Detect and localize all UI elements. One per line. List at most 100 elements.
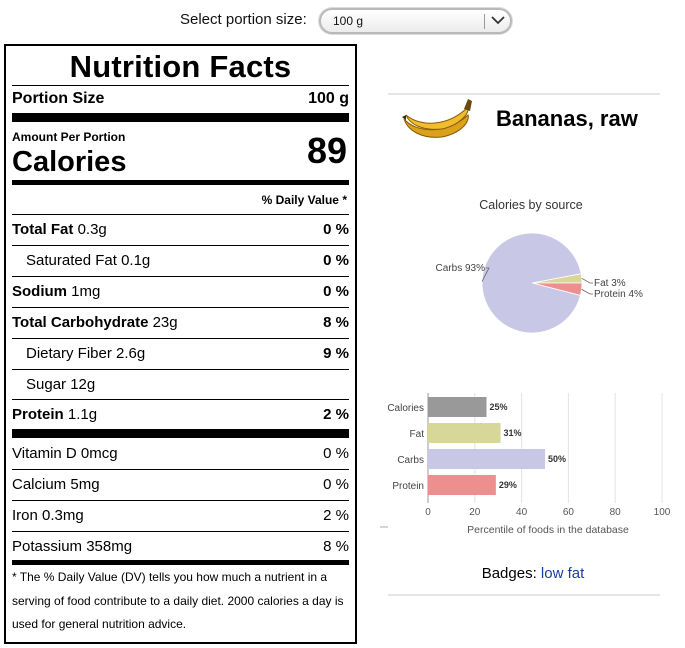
bar-value-label: 25% [490,402,508,412]
divider [12,469,349,470]
bar-x-tick-label: 0 [425,507,431,518]
divider [12,276,349,277]
vitamin-pct: 0 % [323,476,349,493]
pie-slices [481,232,583,334]
bar-category-label: Calories [387,403,424,414]
nutrient-name: Total Fat [12,221,74,238]
calories-label: Calories [12,146,127,178]
nutrient-pct: 0 % [323,221,349,238]
vitamin-row-iron: Iron 0.3mg 2 % [12,501,349,531]
bar-value-label: 50% [548,454,566,464]
nutrient-pct: 0 % [323,283,349,300]
bar-category-label: Protein [392,481,424,492]
bar-category-label: Fat [410,429,425,440]
medium-divider [12,560,349,565]
nutrient-name: Total Carbohydrate [12,314,149,331]
daily-value-header: % Daily Value * [261,193,347,207]
bar-x-tick-label: 60 [563,507,575,518]
nutrient-amount: 1mg [71,283,101,300]
banana-icon [402,99,472,138]
divider [12,338,349,339]
badge-low-fat-link[interactable]: low fat [540,565,585,582]
nutrient-row-saturated-fat: Saturated Fat 0.1g 0 % [12,246,349,276]
badges-line: Badges: low fat [388,565,678,582]
divider [12,245,349,246]
nutrient-amount: 1.1g [67,406,98,423]
panel-divider [388,93,660,95]
bar-x-tick-label: 80 [610,507,622,518]
vitamin-amount: 358mg [86,538,133,555]
nutrient-pct: 2 % [323,406,349,423]
nutrient-amount: 12g [70,376,96,393]
bar-calories [428,397,487,417]
vitamin-name: Iron [12,507,38,524]
nutrient-name: Dietary Fiber [26,345,112,362]
pie-label-fat: Fat 3% [594,278,626,289]
bar-x-tick-label: 100 [654,507,671,518]
divider [12,307,349,308]
nutrient-name: Sugar [26,376,67,393]
bar-carbs [428,449,545,469]
vitamin-name: Potassium [12,538,83,555]
bar-fat [428,423,501,443]
portion-size-select[interactable]: 100 g [319,8,512,34]
nutrient-row-dietary-fiber: Dietary Fiber 2.6g 9 % [12,339,349,369]
percentile-bar-chart: 0 20 40 60 80 100 Calories 25% Fat 31% Carbs 50% Pr… [387,393,671,536]
nutrition-facts-label: Nutrition Facts Portion Size 100 g Amoun… [4,44,357,644]
daily-value-footnote: * The % Daily Value (DV) tells you how m… [12,570,344,631]
nutrient-name: Sodium [12,283,67,300]
bar-value-label: 29% [499,480,517,490]
pie-label-protein: Protein 4% [594,289,643,300]
pie-leader-line [481,267,490,282]
nutrient-name: Protein [12,406,64,423]
nutrient-row-sugar: Sugar 12g [12,370,349,400]
nutrient-row-protein: Protein 1.1g 2 % [12,400,349,430]
nutrient-amount: 23g [152,314,178,331]
vitamin-pct: 0 % [323,445,349,462]
bar-bars [428,397,545,495]
bar-labels: Calories 25% Fat 31% Carbs 50% Protein 29% [387,402,566,492]
divider [12,214,349,215]
vitamin-name: Vitamin D [12,445,77,462]
vitamin-pct: 2 % [323,507,349,524]
vitamin-amount: 5mg [70,476,100,493]
nutrient-pct: 0 % [323,252,349,269]
pie-leader-line [581,288,593,295]
scroll-hint [380,526,388,528]
nutrient-row-total-fat: Total Fat 0.3g 0 % [12,215,349,245]
pie-leader-line [581,277,593,284]
nutrient-amount: 2.6g [116,345,146,362]
pie-chart-title: Calories by source [479,198,583,212]
portion-size-row-label: Portion Size [12,90,105,107]
nutrient-amount: 0.1g [121,252,151,269]
calories-value: 89 [306,130,347,171]
portion-selector-bar: Select portion size: 100 g [0,8,685,34]
bar-category-label: Carbs [397,455,424,466]
thick-divider [12,429,349,438]
bar-x-tick-label: 20 [469,507,481,518]
amount-per-portion: Amount Per Portion [12,130,126,144]
vitamin-name: Calcium [12,476,67,493]
portion-size-value: 100 g [333,14,364,28]
nutrient-pct: 8 % [323,314,349,331]
pie-label-carbs: Carbs 93% [436,263,486,274]
divider [12,369,349,370]
vitamin-row-vitamin-d: Vitamin D 0mcg 0 % [12,439,349,469]
pie-labels: Fat 3%Protein 4% Carbs 93% [436,263,643,300]
bar-x-tick-label: 40 [516,507,528,518]
divider [12,399,349,400]
divider [12,531,349,532]
nutrient-row-total-carbohydrate: Total Carbohydrate 23g 8 % [12,308,349,338]
bar-value-label: 31% [504,428,522,438]
chevron-down-icon[interactable] [489,11,507,29]
nutrient-name: Saturated Fat [26,252,117,269]
divider [12,500,349,501]
nutrition-facts-title: Nutrition Facts [69,49,292,84]
nutrient-pct: 9 % [323,345,349,362]
vitamin-amount: 0.3mg [42,507,84,524]
vitamin-row-calcium: Calcium 5mg 0 % [12,470,349,500]
bar-protein [428,475,496,495]
badges-label: Badges: [481,565,537,582]
calories-pie-chart: Calories by source Fat 3%Protein 4% Carbs… [436,198,643,334]
vitamin-amount: 0mcg [80,445,118,462]
